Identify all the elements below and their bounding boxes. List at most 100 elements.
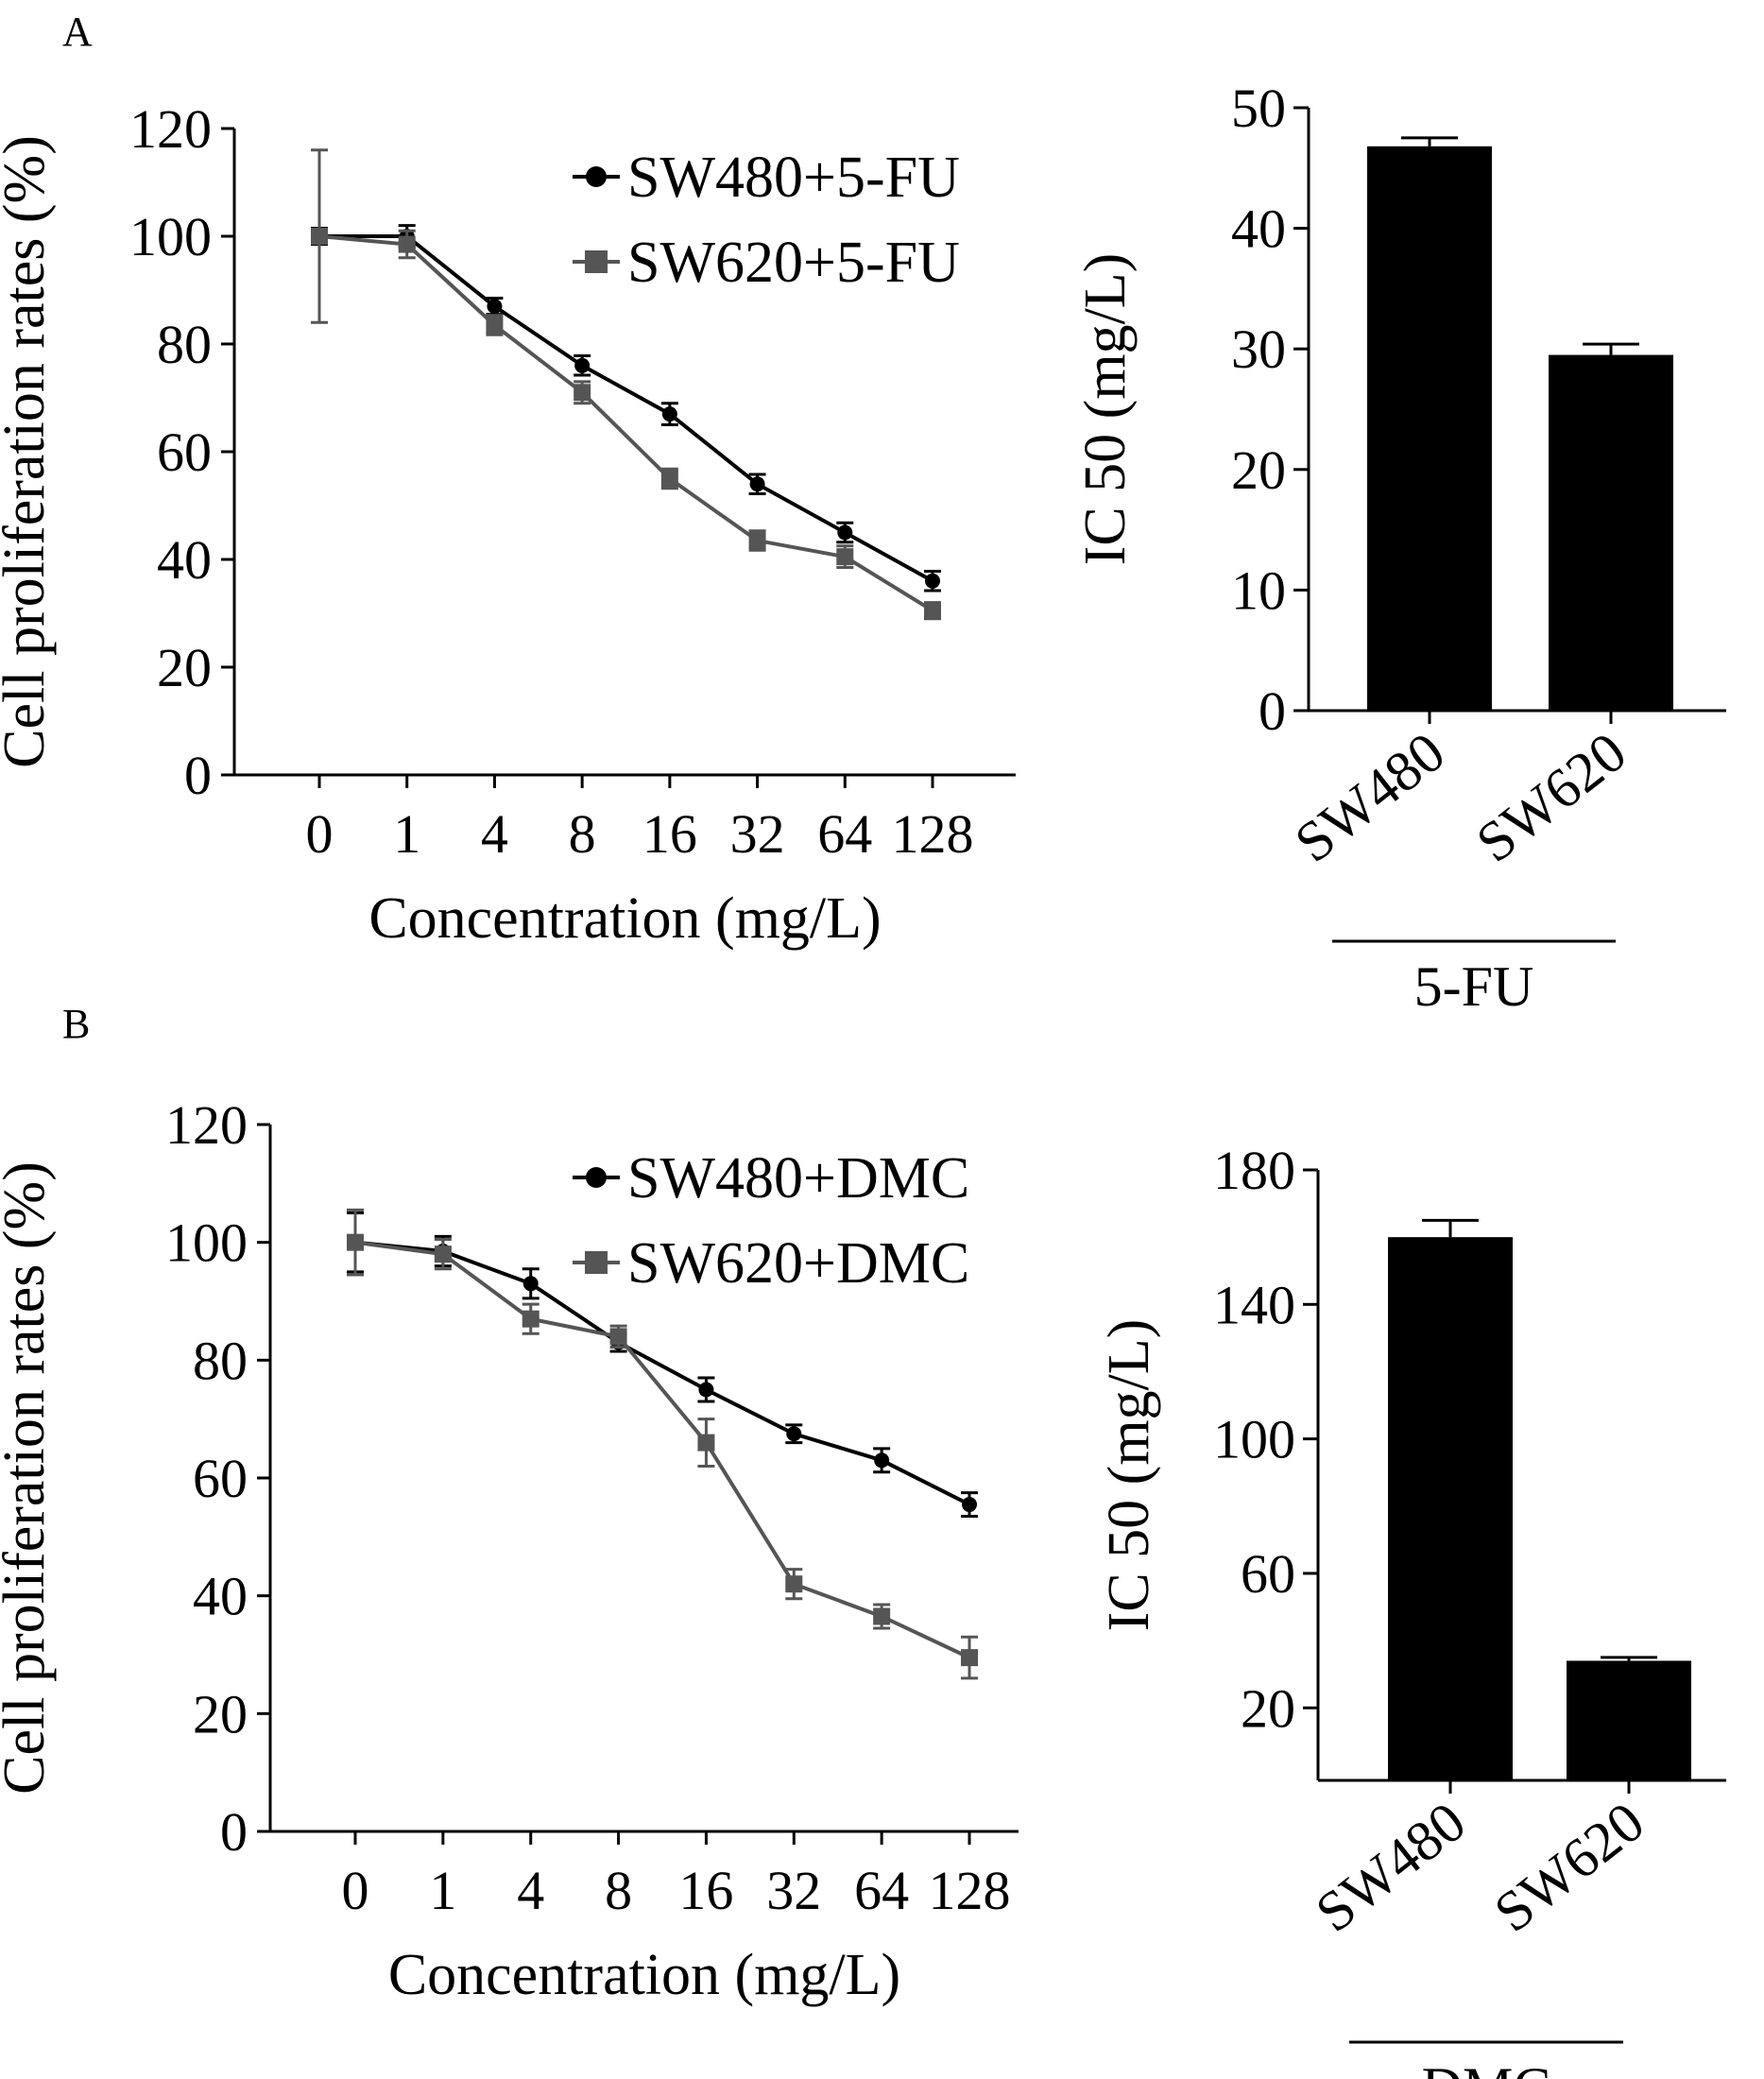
- y-tick-label: 30: [1231, 318, 1286, 380]
- x-tick-label: 32: [766, 1860, 821, 1921]
- legend-marker: [585, 1251, 608, 1274]
- y-axis-label: Cell proliferation rates (%): [0, 1161, 57, 1795]
- y-tick-label: 10: [1231, 559, 1286, 621]
- y-tick-label: 0: [184, 745, 212, 806]
- panel-a-bar-chart: 0 10 20 30 40 50 IC 50 (mg/L) SW480 SW620 5-FU: [1073, 77, 1726, 1018]
- data-point: [749, 476, 765, 492]
- y-tick-label: 60: [157, 421, 212, 483]
- x-tick-label: SW480: [1305, 1790, 1477, 1944]
- y-tick-label: 100: [165, 1212, 248, 1274]
- y-tick-label: 20: [1231, 439, 1286, 501]
- x-tick-label: SW620: [1483, 1790, 1655, 1944]
- data-point: [837, 524, 853, 541]
- x-tick-label: 32: [730, 803, 785, 865]
- y-tick-label: 100: [129, 206, 212, 267]
- y-tick-label: 140: [1213, 1274, 1295, 1335]
- y-tick-label: 0: [1259, 680, 1286, 742]
- data-point: [748, 532, 766, 550]
- x-tick-label: 128: [892, 803, 974, 865]
- y-axis-label: IC 50 (mg/L): [1097, 1319, 1161, 1632]
- legend-label: SW620+5-FU: [627, 231, 960, 295]
- data-point: [961, 1649, 978, 1667]
- data-point: [522, 1310, 539, 1328]
- data-point: [609, 1328, 627, 1346]
- data-point: [661, 406, 677, 422]
- x-tick-label: 0: [306, 803, 334, 865]
- bar: [1567, 1660, 1691, 1780]
- x-tick-label: 1: [429, 1860, 456, 1921]
- x-tick-label: 0: [342, 1860, 369, 1921]
- y-axis-label: IC 50 (mg/L): [1073, 253, 1138, 566]
- data-point: [836, 548, 854, 566]
- legend-marker: [586, 1167, 607, 1188]
- x-tick-label: 4: [517, 1860, 544, 1921]
- series-line-1: [354, 1240, 970, 1659]
- y-tick-label: 80: [193, 1330, 248, 1391]
- bar: [1367, 146, 1492, 711]
- data-point: [785, 1575, 803, 1593]
- legend-marker: [586, 166, 607, 187]
- y-tick-label: 20: [193, 1683, 248, 1744]
- data-point: [434, 1246, 452, 1263]
- x-axis-label: Concentration (mg/L): [388, 1943, 900, 2007]
- y-tick-label: 20: [157, 637, 212, 698]
- x-tick-label: 128: [929, 1860, 1011, 1921]
- x-tick-label: SW480: [1284, 720, 1456, 874]
- y-tick-label: 120: [129, 98, 212, 160]
- y-tick-label: 50: [1231, 77, 1286, 139]
- data-point: [874, 1452, 890, 1469]
- y-tick-label: 40: [157, 529, 212, 591]
- y-tick-label: 20: [1241, 1677, 1295, 1739]
- data-point: [398, 235, 416, 253]
- data-point: [660, 470, 678, 488]
- series-line-1: [318, 234, 934, 612]
- data-point: [574, 357, 591, 373]
- bar: [1388, 1237, 1513, 1780]
- data-point: [786, 1426, 802, 1442]
- data-point: [347, 1233, 364, 1251]
- x-tick-label: 16: [642, 803, 697, 865]
- data-point: [924, 602, 941, 620]
- panel-a-letter: A: [62, 9, 93, 55]
- series-line-0: [319, 234, 933, 583]
- y-tick-label: 120: [165, 1094, 248, 1156]
- panel-b-letter: B: [62, 1001, 90, 1047]
- x-tick-label: 1: [393, 803, 420, 865]
- legend-label: SW620+DMC: [627, 1231, 969, 1296]
- x-tick-label: SW620: [1465, 720, 1637, 874]
- x-tick-label: 8: [569, 803, 596, 865]
- data-point: [574, 384, 591, 402]
- data-point: [486, 317, 504, 335]
- data-point: [925, 573, 940, 589]
- y-tick-label: 40: [193, 1566, 248, 1627]
- bar: [1549, 354, 1673, 711]
- y-tick-label: 40: [1231, 198, 1286, 260]
- y-tick-label: 180: [1213, 1140, 1295, 1201]
- data-point: [522, 1276, 539, 1292]
- data-point: [487, 299, 503, 315]
- legend-label: SW480+5-FU: [627, 146, 960, 210]
- y-tick-label: 100: [1213, 1409, 1295, 1470]
- data-point: [698, 1382, 714, 1398]
- y-tick-label: 60: [1241, 1543, 1295, 1605]
- y-axis-label: Cell proliferation rates (%): [0, 135, 57, 768]
- x-tick-label: 16: [678, 1860, 733, 1921]
- group-label: DMC: [1422, 2056, 1551, 2079]
- x-tick-label: 64: [817, 803, 872, 865]
- group-label: 5-FU: [1414, 955, 1534, 1018]
- x-tick-label: 64: [854, 1860, 909, 1921]
- data-point: [873, 1607, 891, 1625]
- data-point: [962, 1497, 977, 1513]
- x-tick-label: 8: [605, 1860, 632, 1921]
- data-point: [697, 1434, 715, 1452]
- y-tick-label: 0: [220, 1801, 248, 1863]
- legend-marker: [585, 250, 608, 273]
- x-axis-label: Concentration (mg/L): [368, 886, 881, 951]
- data-point: [311, 228, 328, 245]
- y-tick-label: 60: [193, 1448, 248, 1509]
- y-tick-label: 80: [157, 314, 212, 375]
